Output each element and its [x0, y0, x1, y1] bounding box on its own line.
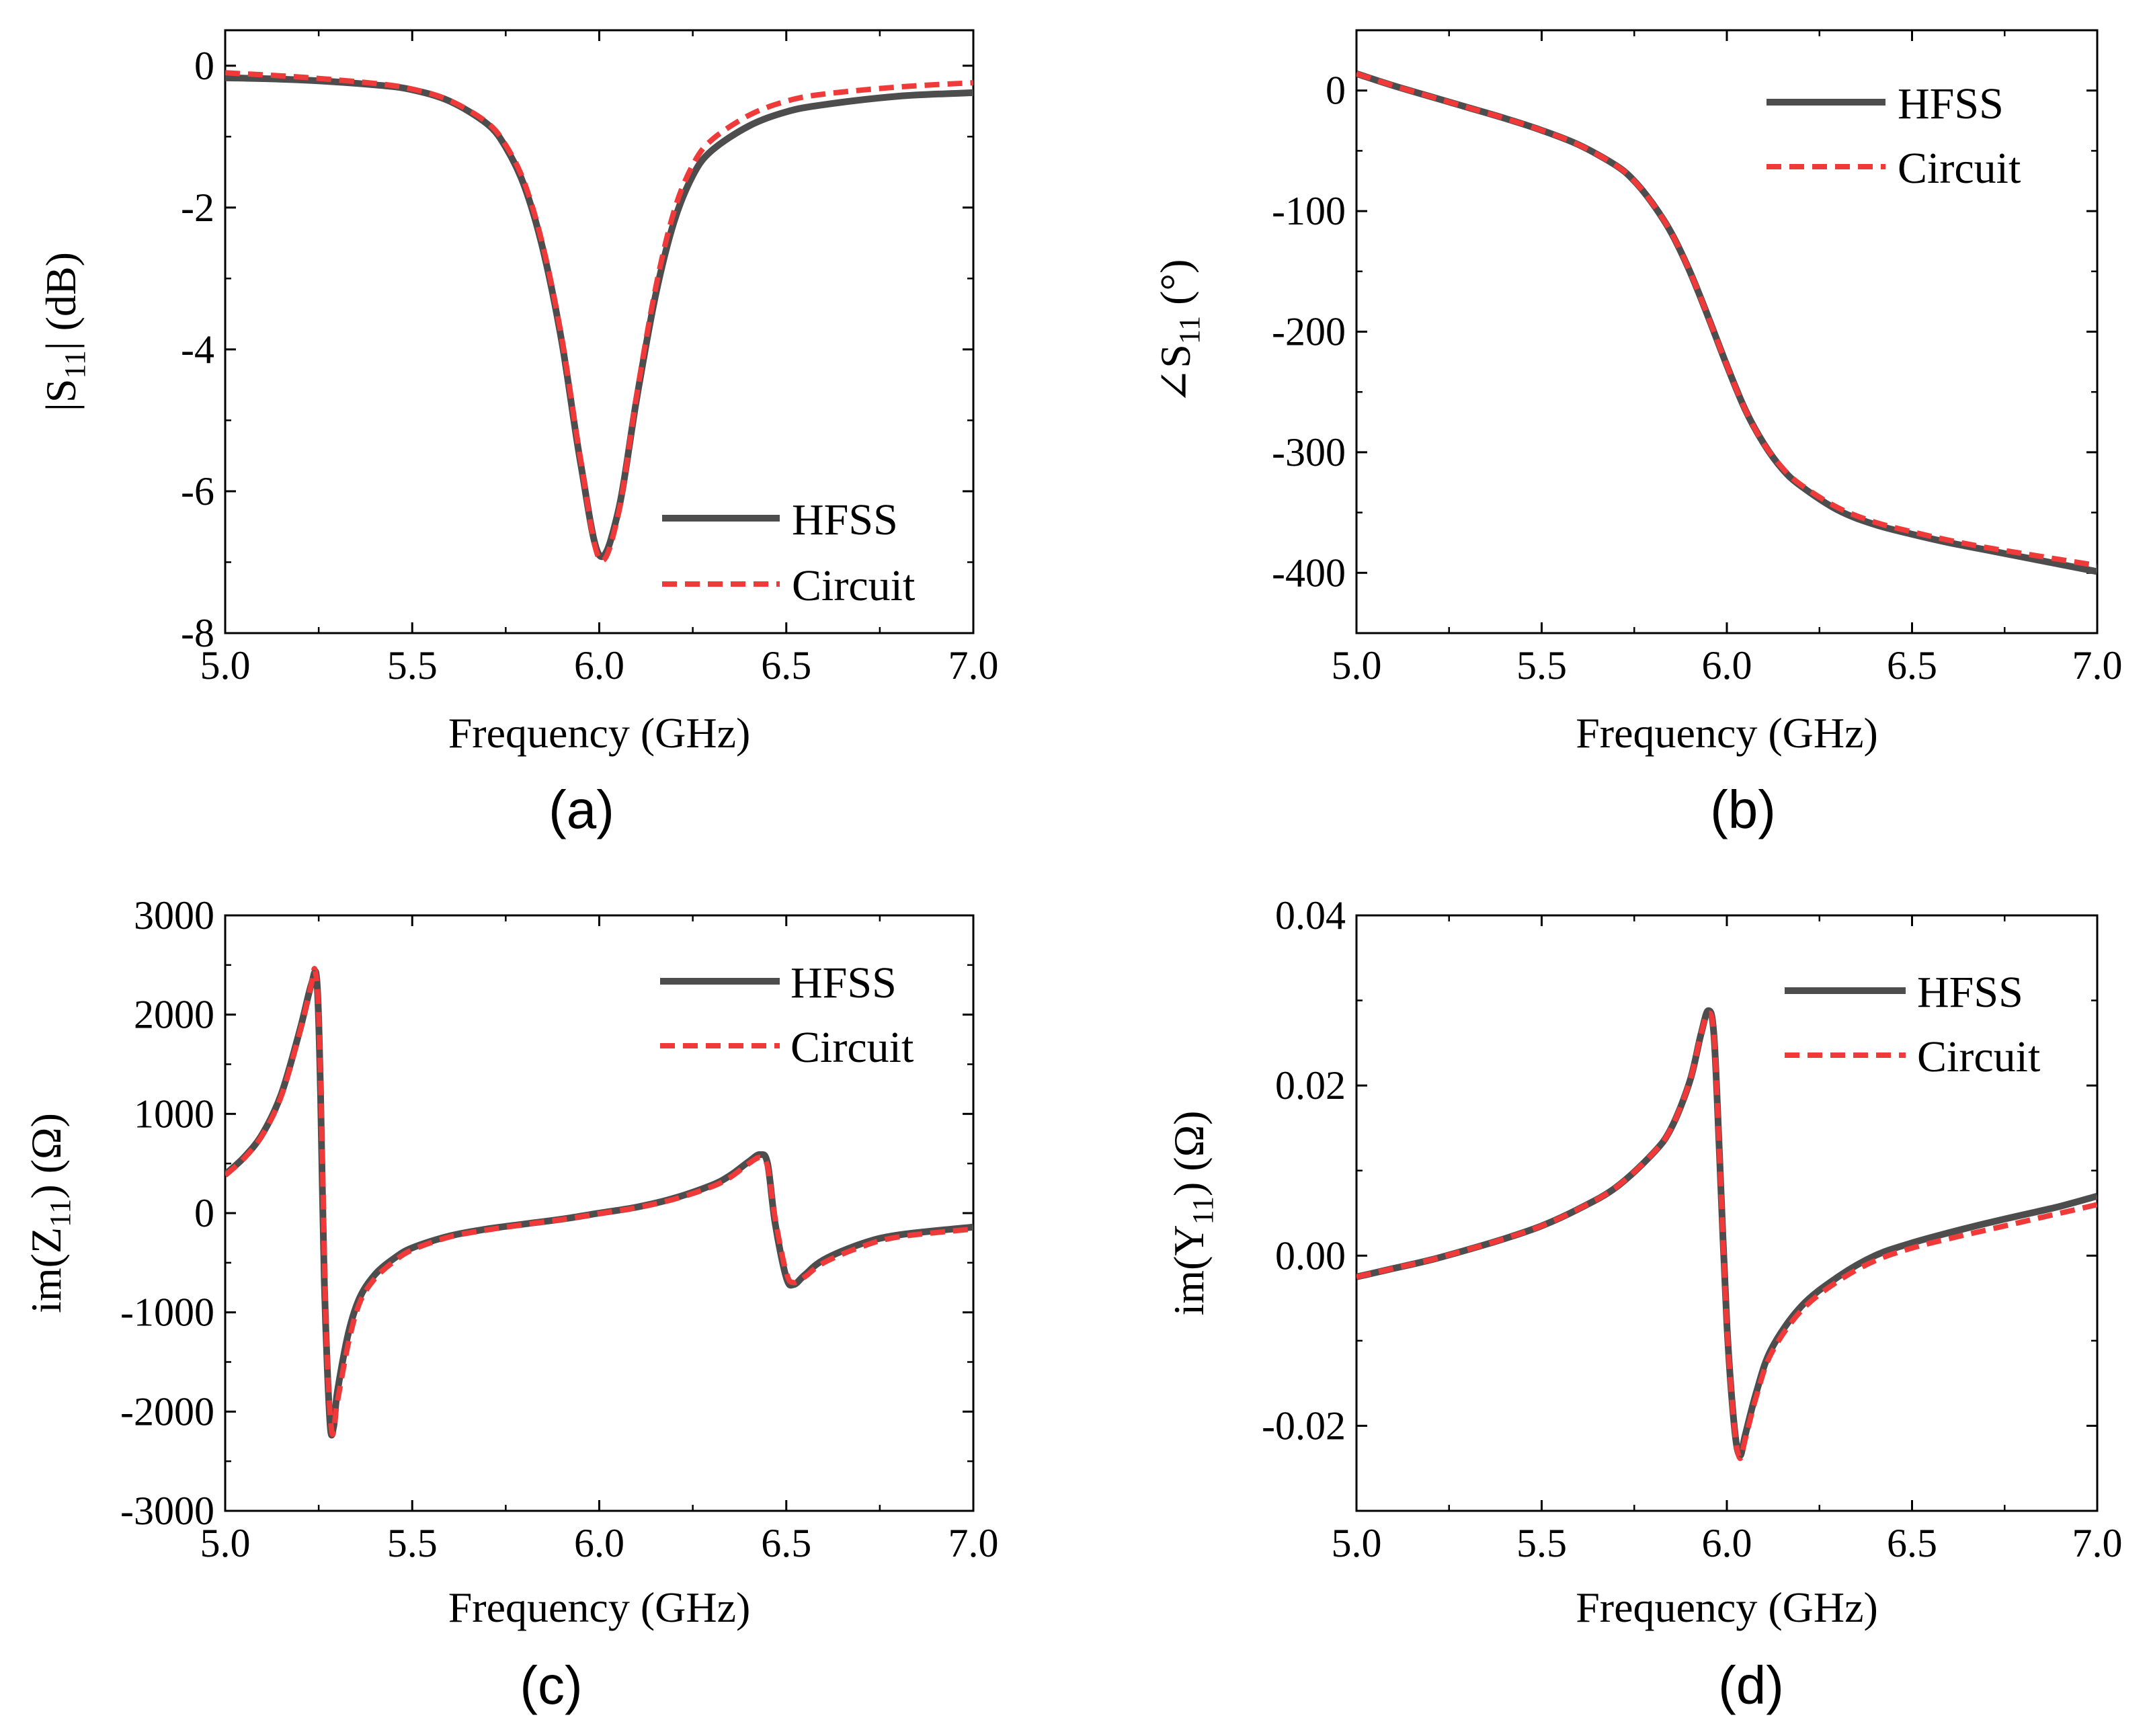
y-tick-label: 0.02	[1275, 1063, 1346, 1108]
chart-panel-b: 5.0 5.5 6.0 6.5 7.0 0 -100 -200 -300 -400 HFSS Circ…	[1151, 29, 2123, 839]
legend-label-circuit: Circuit	[1917, 1032, 2040, 1081]
y-axis-title: im(Y11) (Ω)	[1165, 1111, 1219, 1316]
y-tick-label: 0	[194, 44, 214, 88]
y-tick-label: 3000	[134, 893, 214, 938]
y-tick-label: -200	[1272, 310, 1346, 354]
legend-label-circuit: Circuit	[792, 561, 915, 610]
y-tick-label: -1000	[120, 1290, 214, 1335]
x-tick-label: 5.5	[387, 1521, 438, 1565]
legend: HFSS Circuit	[662, 495, 915, 610]
y-axis-title: im(Z11) (Ω)	[22, 1113, 77, 1313]
x-tick-label: 5.5	[387, 643, 438, 688]
legend-label-hfss: HFSS	[1898, 79, 2004, 128]
x-axis-title: Frequency (GHz)	[1576, 1583, 1878, 1631]
x-tick-label: 6.5	[1887, 643, 1937, 688]
legend-label-hfss: HFSS	[790, 958, 897, 1007]
x-tick-label: 7.0	[2072, 1521, 2123, 1565]
y-tick-label: 0	[194, 1191, 214, 1235]
series-line-circuit	[1356, 71, 2097, 569]
panel-label: (b)	[1710, 780, 1776, 839]
y-tick-label: -2000	[120, 1389, 214, 1434]
x-axis-title: Frequency (GHz)	[448, 1583, 751, 1631]
x-tick-label: 5.0	[1332, 643, 1382, 688]
x-tick-label: 5.0	[200, 643, 251, 688]
legend: HFSS Circuit	[1785, 968, 2040, 1081]
x-tick-label: 6.5	[1887, 1521, 1937, 1565]
x-tick-label: 6.0	[574, 1521, 624, 1565]
y-tick-label: -100	[1272, 189, 1346, 233]
chart-panel-d: 5.0 5.5 6.0 6.5 7.0 0.04 0.02 0.00 -0.02 HFSS Circ…	[1165, 893, 2123, 1715]
x-tick-label: 5.5	[1516, 1521, 1567, 1565]
y-tick-label: 0.00	[1275, 1233, 1346, 1278]
y-axis-title: ∠S11 (°)	[1151, 259, 1206, 405]
x-tick-label: 6.0	[574, 643, 624, 688]
legend: HFSS Circuit	[1767, 79, 2021, 193]
x-tick-label: 7.0	[2072, 643, 2123, 688]
legend: HFSS Circuit	[660, 958, 914, 1072]
y-tick-label: 1000	[134, 1091, 214, 1136]
y-axis-title: |S11| (dB)	[37, 252, 91, 411]
series-line-hfss	[225, 74, 973, 561]
legend-label-circuit: Circuit	[1898, 144, 2021, 193]
y-tick-label: -0.02	[1262, 1403, 1346, 1448]
x-tick-label: 6.5	[761, 1521, 811, 1565]
panel-label: (d)	[1718, 1655, 1784, 1715]
legend-label-circuit: Circuit	[790, 1023, 914, 1072]
chart-panel-a: 5.0 5.5 6.0 6.5 7.0 0 -2 -4 -6 -8 HFSS Circuit Frequ…	[37, 29, 999, 839]
x-tick-label: 5.0	[200, 1521, 251, 1565]
y-tick-label: -6	[181, 469, 214, 513]
y-tick-label: 0.04	[1275, 893, 1346, 938]
x-tick-label: 7.0	[948, 1521, 999, 1565]
y-tick-label: 0	[1326, 69, 1346, 113]
panel-label: (c)	[520, 1655, 582, 1715]
legend-label-hfss: HFSS	[1917, 968, 2023, 1017]
series-line-hfss	[1356, 1007, 2097, 1459]
y-tick-label: 2000	[134, 993, 214, 1037]
x-tick-label: 6.0	[1702, 643, 1752, 688]
chart-panel-c: 5.0 5.5 6.0 6.5 7.0 3000 2000 1000 0 -1000 -2000 -3…	[22, 893, 999, 1715]
legend-label-hfss: HFSS	[792, 495, 898, 544]
y-tick-label: -8	[181, 611, 214, 655]
x-tick-label: 7.0	[948, 643, 999, 688]
x-axis-title: Frequency (GHz)	[448, 709, 751, 757]
x-tick-label: 5.5	[1516, 643, 1567, 688]
y-tick-label: -3000	[120, 1489, 214, 1533]
y-tick-label: -4	[181, 327, 214, 372]
x-axis-title: Frequency (GHz)	[1576, 709, 1878, 757]
series-line-circuit	[225, 70, 973, 563]
x-tick-label: 5.0	[1332, 1521, 1382, 1565]
x-tick-label: 6.5	[761, 643, 811, 688]
y-tick-label: -400	[1272, 550, 1346, 595]
x-tick-label: 6.0	[1702, 1521, 1752, 1565]
panel-label: (a)	[549, 780, 614, 839]
series-line-circuit	[225, 966, 973, 1437]
y-tick-label: -300	[1272, 430, 1346, 474]
y-tick-label: -2	[181, 185, 214, 230]
